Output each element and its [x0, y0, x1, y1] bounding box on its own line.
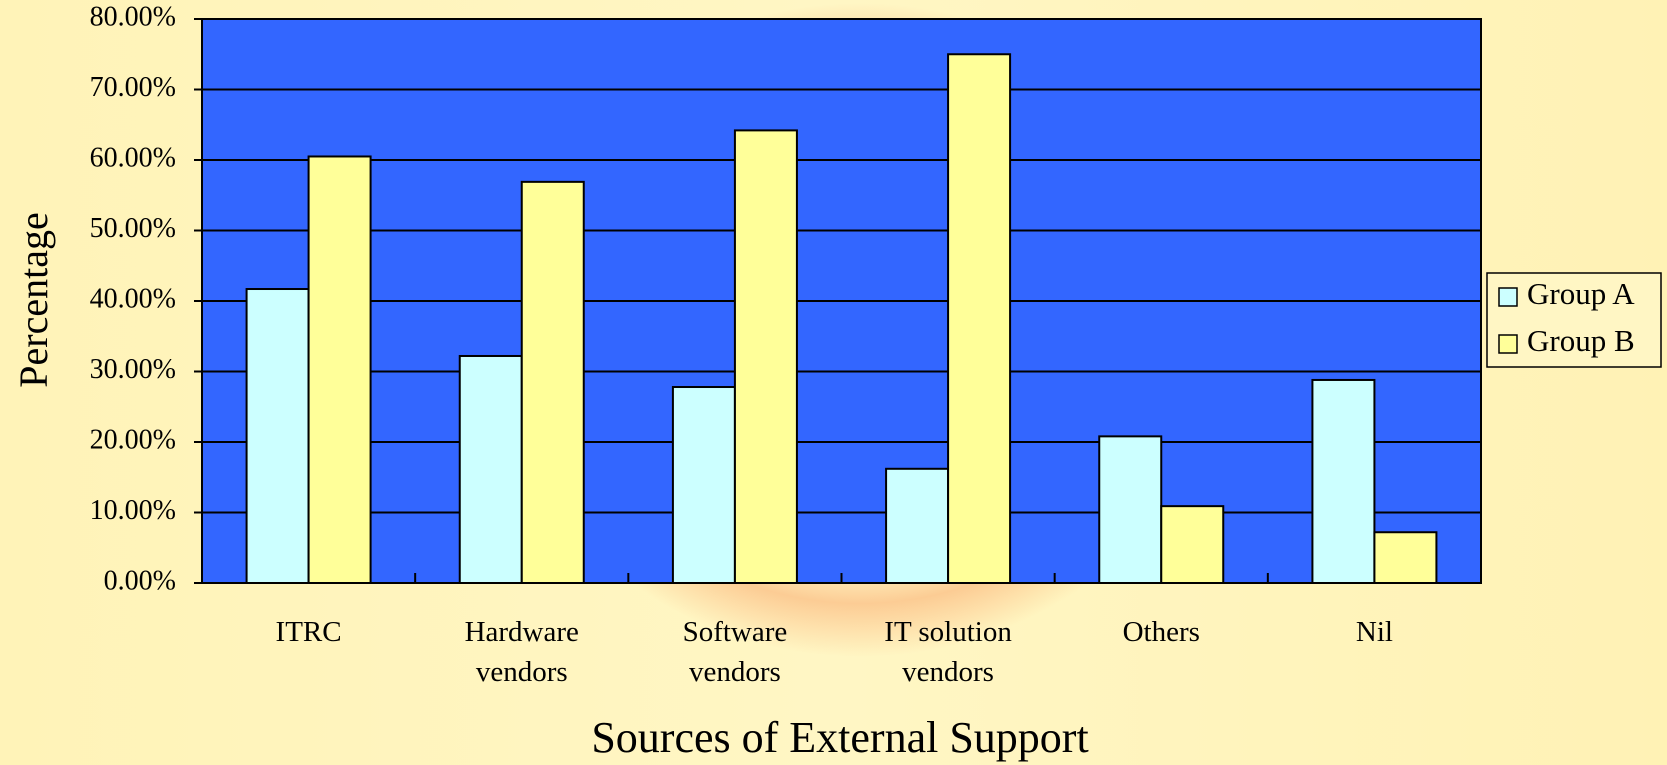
x-tick-label: ITRC	[275, 616, 342, 648]
y-tick-label: 50.00%	[90, 213, 176, 244]
bar	[1373, 531, 1438, 584]
x-tick-label: IT solution vendors	[884, 616, 1012, 688]
y-tick-label: 10.00%	[90, 495, 176, 526]
x-tick-label: Others	[1122, 616, 1200, 648]
y-tick-label: 80.00%	[90, 1, 176, 32]
bar	[520, 180, 585, 584]
x-tick-label: Software vendors	[682, 616, 788, 688]
y-tick-label: 30.00%	[90, 354, 176, 385]
legend-swatch	[1498, 287, 1518, 307]
bar	[245, 288, 310, 584]
x-tick-label: Nil	[1355, 616, 1393, 648]
plot-border	[201, 18, 1482, 584]
y-tick-label: 60.00%	[90, 142, 176, 173]
bar	[885, 467, 950, 585]
bar	[947, 53, 1012, 584]
bar	[1098, 435, 1163, 584]
y-tick-label: 0.00%	[104, 565, 176, 596]
bar	[1160, 505, 1225, 584]
legend-label: Group B	[1527, 323, 1635, 358]
bar	[733, 129, 798, 584]
bar	[307, 155, 372, 584]
y-tick-label: 20.00%	[90, 424, 176, 455]
bar	[1311, 378, 1376, 584]
legend-label: Group A	[1527, 276, 1635, 311]
y-tick-label: 40.00%	[90, 283, 176, 314]
legend-swatch	[1498, 334, 1518, 354]
bar	[671, 386, 736, 585]
x-axis-title: Sources of External Support	[591, 713, 1088, 762]
y-axis-title: Percentage	[11, 212, 56, 387]
y-tick-label: 70.00%	[90, 72, 176, 103]
x-tick-label: Hardware vendors	[464, 616, 579, 688]
bar	[458, 354, 523, 584]
